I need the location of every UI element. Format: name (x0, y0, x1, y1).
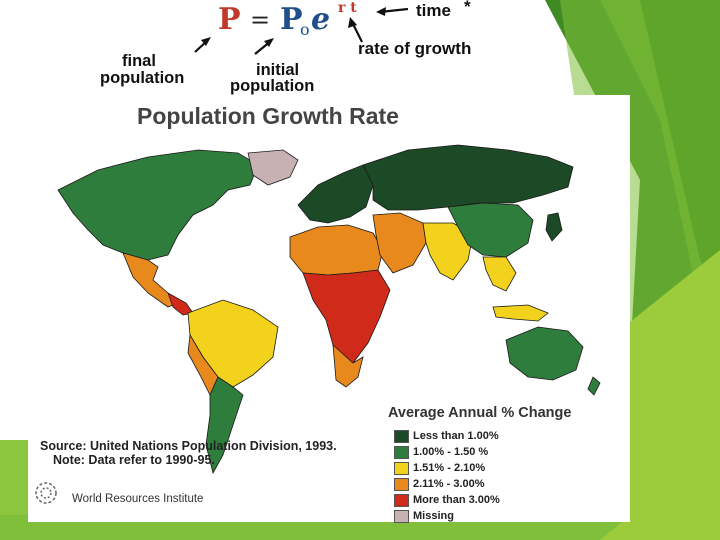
legend-swatch (394, 493, 409, 507)
region-middle-east (372, 212, 427, 274)
legend-label: Less than 1.00% (413, 430, 499, 442)
region-australia (505, 326, 584, 381)
legend-title: Average Annual % Change (388, 405, 572, 421)
region-china (447, 202, 534, 258)
region-japan (545, 212, 563, 242)
bg-shape-lime (600, 250, 720, 540)
legend: Average Annual % Change Less than 1.00% … (388, 405, 628, 523)
legend-swatch (394, 509, 409, 523)
formula-area: P = P o e r t time * rate of growth fina… (90, 0, 530, 95)
legend-label: Missing (413, 510, 454, 522)
legend-swatch (394, 445, 409, 459)
region-central-america (167, 292, 194, 316)
legend-item: 2.11% - 3.00% (394, 477, 485, 491)
note-text: Note: Data refer to 1990-95. (53, 453, 215, 467)
region-greenland (247, 149, 299, 186)
legend-label: More than 3.00% (413, 494, 500, 506)
legend-item: Less than 1.00% (394, 429, 499, 443)
formula-initial-label: initial (256, 61, 300, 79)
legend-label: 1.00% - 1.50 % (413, 446, 489, 458)
legend-swatch (394, 461, 409, 475)
region-europe (297, 164, 374, 224)
formula-p-final: P (218, 2, 241, 37)
legend-swatch (394, 429, 409, 443)
region-new-zealand (587, 376, 601, 396)
source-text: Source: United Nations Population Divisi… (40, 439, 337, 453)
region-southern-africa (332, 344, 364, 388)
region-central-africa (302, 269, 391, 368)
formula-equals: = (250, 6, 271, 34)
formula-exponent: r t (338, 0, 357, 16)
formula-initial-label-2: population (230, 77, 315, 95)
region-north-africa (289, 224, 384, 276)
bg-shape-mid (600, 0, 720, 400)
region-north-america (57, 149, 259, 261)
legend-label: 1.51% - 2.10% (413, 462, 486, 474)
formula-time-asterisk: * (464, 0, 471, 16)
formula-final-label-2: population (100, 69, 185, 87)
wri-logo-icon (35, 482, 57, 504)
formula-arrows (194, 7, 409, 55)
legend-item: 1.51% - 2.10% (394, 461, 485, 475)
legend-label: 2.11% - 3.00% (413, 478, 485, 490)
region-russia (362, 144, 574, 211)
formula-p-initial: P (280, 2, 303, 37)
formula-p-subscript: o (300, 20, 310, 39)
region-south-america-south (205, 376, 244, 475)
legend-item: More than 3.00% (394, 493, 500, 507)
map-panel: Population Growth Rate Source: United Na… (28, 95, 630, 523)
formula-rate-label: rate of growth (358, 39, 472, 58)
formula-time-label: time (416, 1, 451, 20)
region-southeast-asia (482, 256, 517, 292)
legend-item: 1.00% - 1.50 % (394, 445, 488, 459)
formula-base-e: e (311, 2, 331, 37)
publisher-name: World Resources Institute (72, 493, 204, 505)
map-title: Population Growth Rate (137, 103, 399, 129)
legend-item: Missing (394, 509, 454, 523)
region-indonesia (492, 304, 549, 322)
publisher: World Resources Institute (64, 493, 203, 505)
world-map (35, 144, 601, 504)
legend-swatch (394, 477, 409, 491)
formula-final-label: final (122, 52, 156, 70)
source-block: Source: United Nations Population Divisi… (40, 439, 380, 467)
